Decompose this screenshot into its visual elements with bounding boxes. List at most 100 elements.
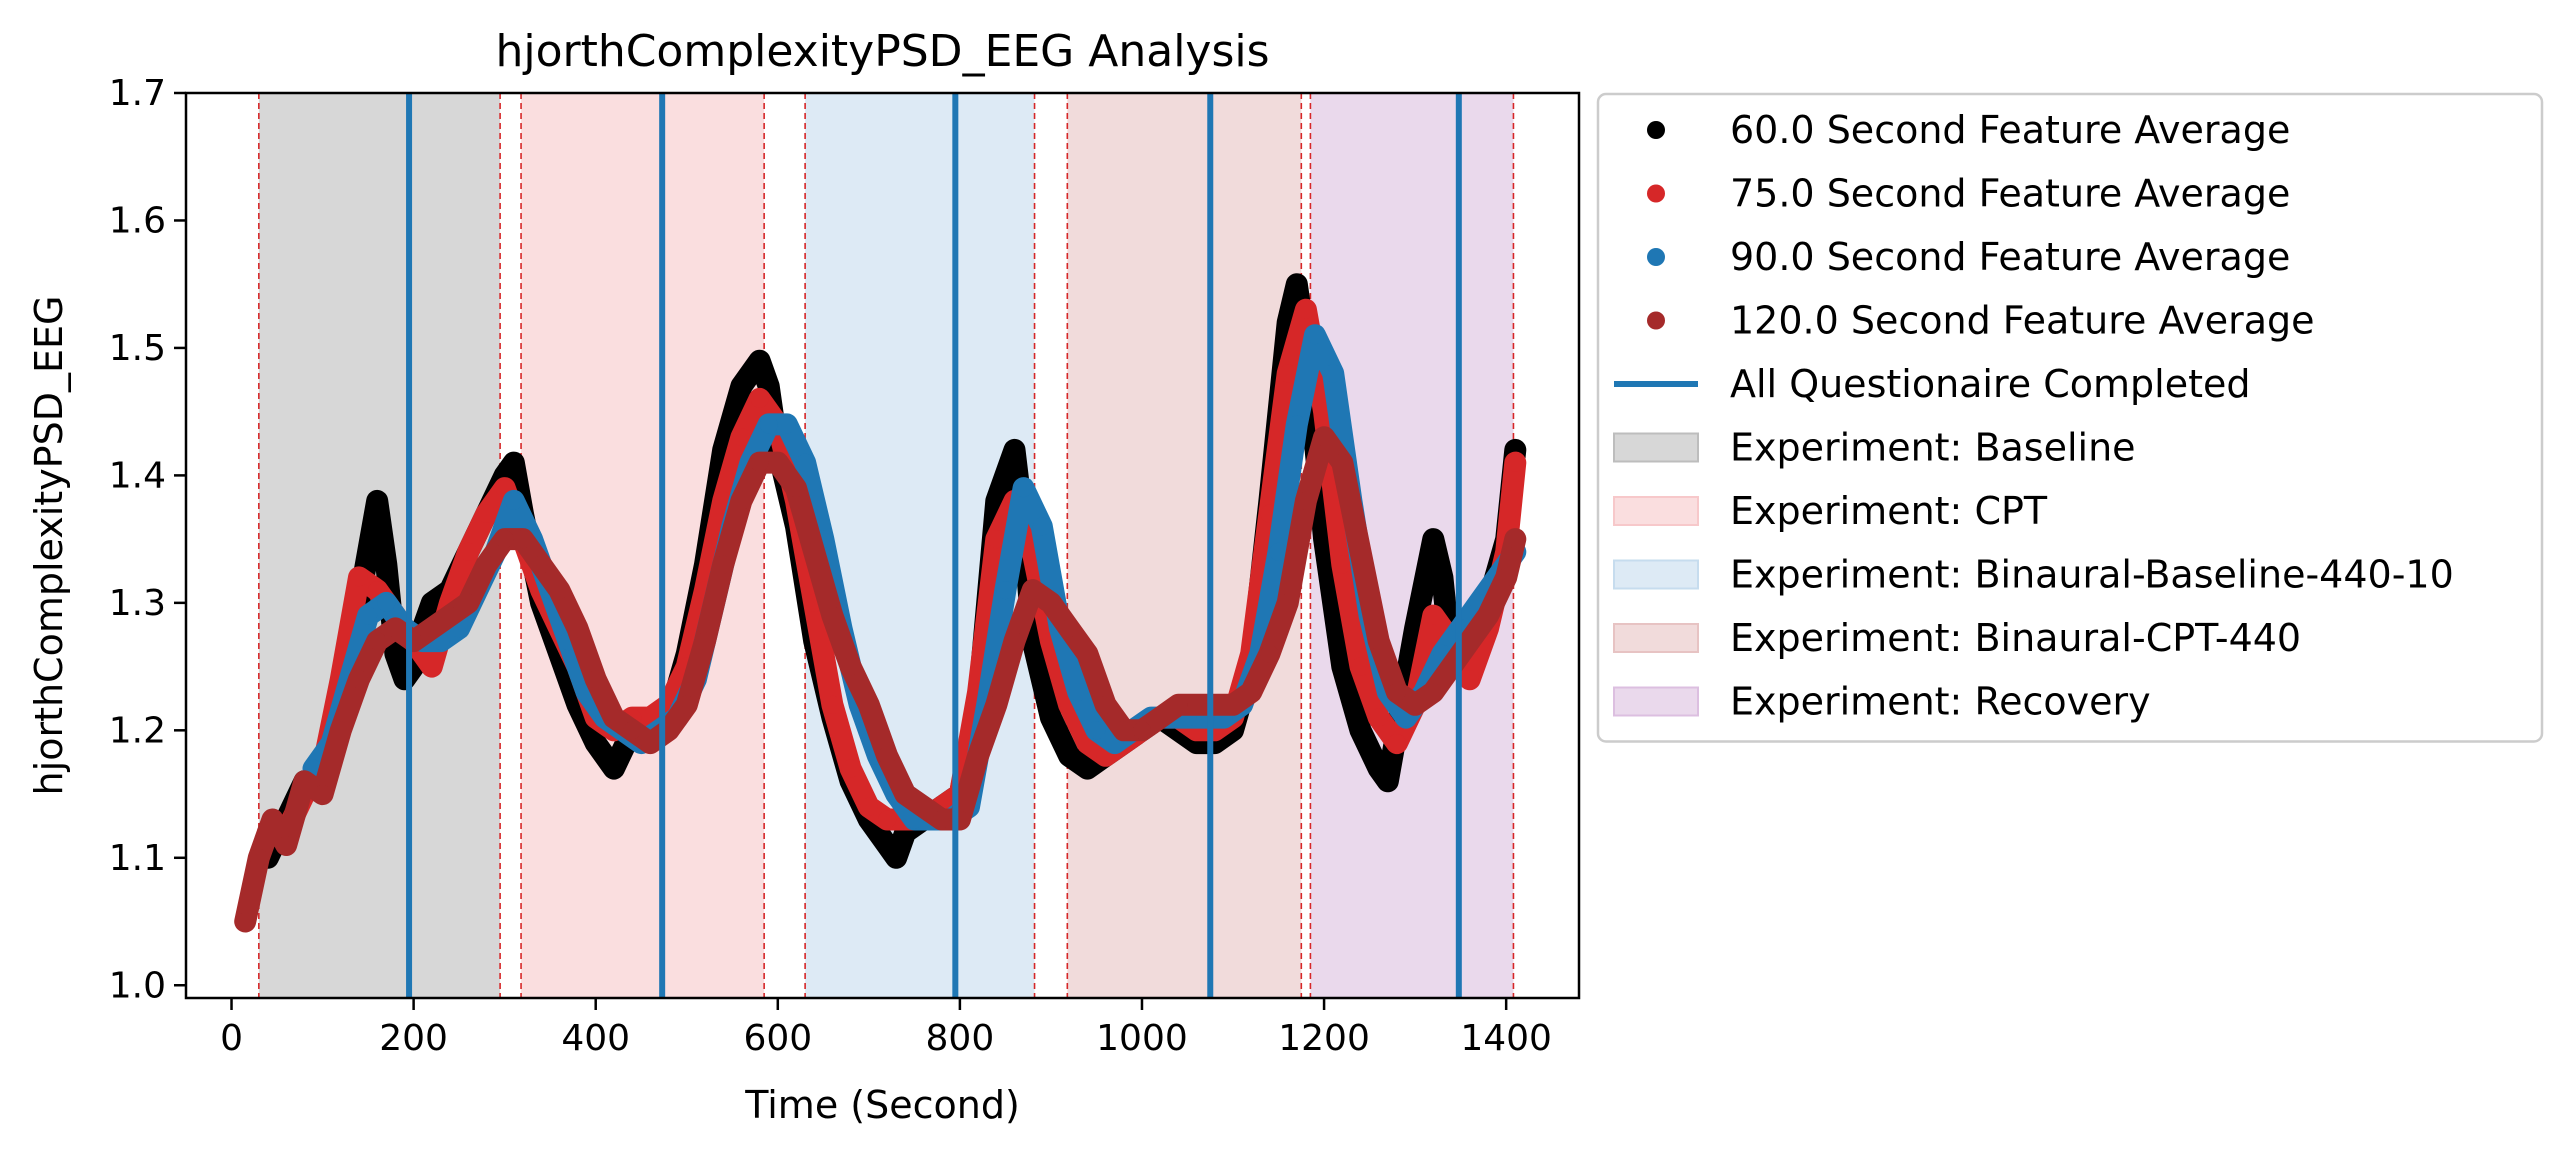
series-0-point: [1433, 568, 1452, 587]
series-3-point: [249, 848, 268, 867]
series-3-point: [263, 810, 282, 829]
series-3-point: [368, 632, 387, 651]
y-axis: 1.0 1.1 1.2 1.3 1.4 1.5 1.6 1.7: [109, 73, 186, 1006]
series-3-point: [1497, 568, 1516, 587]
series-3-point: [1351, 542, 1370, 561]
series-0-point: [1287, 275, 1306, 294]
series-1-point: [459, 542, 478, 561]
series-2-point: [1305, 326, 1324, 345]
questionnaire-lines: [406, 93, 1462, 998]
series-0-point: [1351, 721, 1370, 740]
series-3-point: [896, 785, 915, 804]
y-tick-label: 1.1: [109, 838, 166, 879]
legend-label: 90.0 Second Feature Average: [1730, 235, 2290, 279]
series-2-point: [1069, 683, 1088, 702]
series-3-point: [1132, 721, 1151, 740]
x-tick-label: 1400: [1460, 1018, 1552, 1059]
series-3-point: [787, 479, 806, 498]
series-1-point: [349, 568, 368, 587]
y-tick-label: 1.6: [109, 200, 166, 241]
plot-frame: [184, 91, 1581, 1000]
series-3-point: [1387, 683, 1406, 702]
legend-entry-5: Experiment: Baseline: [1613, 426, 2136, 470]
series-3-point: [1478, 606, 1497, 625]
series-0-point: [1424, 530, 1443, 549]
legend-label: All Questionaire Completed: [1730, 362, 2251, 406]
series-0-point: [732, 377, 751, 396]
y-axis-label: hjorthComplexityPSD_EEG: [27, 296, 71, 796]
series-3-point: [1151, 708, 1170, 727]
series-2-point: [1269, 542, 1288, 561]
series-3-point: [550, 581, 569, 600]
series-3-point: [532, 555, 551, 574]
x-tick-label: 200: [379, 1018, 448, 1059]
legend-entry-6: Experiment: CPT: [1613, 489, 2048, 533]
series-3-point: [914, 797, 933, 816]
series-2-point: [796, 453, 815, 472]
series-3-point: [604, 708, 623, 727]
series-1-point: [1369, 708, 1388, 727]
series-0-point: [750, 351, 769, 370]
series-2-point: [759, 415, 778, 434]
y-tick-label: 1.7: [109, 73, 166, 114]
legend-label: Experiment: CPT: [1730, 489, 2048, 533]
series-3-point: [841, 657, 860, 676]
series-3-point: [969, 746, 988, 765]
series-1-point: [1460, 670, 1479, 689]
legend-entry-0: 60.0 Second Feature Average: [1647, 108, 2290, 152]
legend-entry-7: Experiment: Binaural-Baseline-440-10: [1613, 553, 2454, 597]
series-1-point: [1333, 555, 1352, 574]
series-3-point: [295, 772, 314, 791]
series-1-point: [859, 797, 878, 816]
series-3-point: [1278, 593, 1297, 612]
series-2-point: [504, 491, 523, 510]
data-series: [234, 273, 1527, 933]
series-0-point: [377, 555, 396, 574]
legend-patch: [1613, 496, 1699, 526]
x-tick-label: 0: [220, 1018, 243, 1059]
series-3-point: [1078, 644, 1097, 663]
y-tick-label: 1.2: [109, 710, 166, 751]
x-tick-label: 1200: [1278, 1018, 1370, 1059]
series-0-point: [504, 453, 523, 472]
series-3-point: [987, 695, 1006, 714]
series-3-point: [732, 491, 751, 510]
series-2-point: [1324, 364, 1343, 383]
series-3-point: [1260, 644, 1279, 663]
series-1-point: [987, 530, 1006, 549]
x-tick-label: 800: [926, 1018, 995, 1059]
series-0-point: [1005, 440, 1024, 459]
series-0-point: [1041, 708, 1060, 727]
series-3-point: [586, 670, 605, 689]
legend-patch: [1613, 432, 1699, 463]
series-3-point: [1333, 453, 1352, 472]
series-2-point: [377, 593, 396, 612]
series-3-point: [386, 619, 405, 638]
legend-marker: [1647, 248, 1665, 266]
y-tick-label: 1.5: [109, 328, 166, 369]
legend-label: Experiment: Binaural-Baseline-440-10: [1730, 553, 2454, 597]
series-3-point: [823, 606, 842, 625]
series-1-point: [841, 759, 860, 778]
series-3-point: [313, 785, 332, 804]
series-3-point: [1460, 632, 1479, 651]
series-3-point: [714, 555, 733, 574]
series-3-point: [695, 632, 714, 651]
series-3-point: [805, 542, 824, 561]
series-3-point: [1406, 695, 1425, 714]
series-3-point: [513, 530, 532, 549]
x-axis: 0 200 400 600 800 1000 1200 1400: [220, 998, 1552, 1059]
series-1-point: [477, 504, 496, 523]
series-2-point: [996, 581, 1015, 600]
legend-patch: [1613, 623, 1699, 653]
series-3-point: [1169, 695, 1188, 714]
series-3-point: [1187, 695, 1206, 714]
legend-entry-4: All Questionaire Completed: [1614, 362, 2251, 406]
legend-label: 75.0 Second Feature Average: [1730, 172, 2290, 216]
series-3-point: [677, 695, 696, 714]
legend-label: 120.0 Second Feature Average: [1730, 299, 2315, 343]
legend-entry-2: 90.0 Second Feature Average: [1647, 235, 2290, 279]
chart-title: hjorthComplexityPSD_EEG Analysis: [495, 26, 1269, 77]
series-3-point: [1369, 632, 1388, 651]
